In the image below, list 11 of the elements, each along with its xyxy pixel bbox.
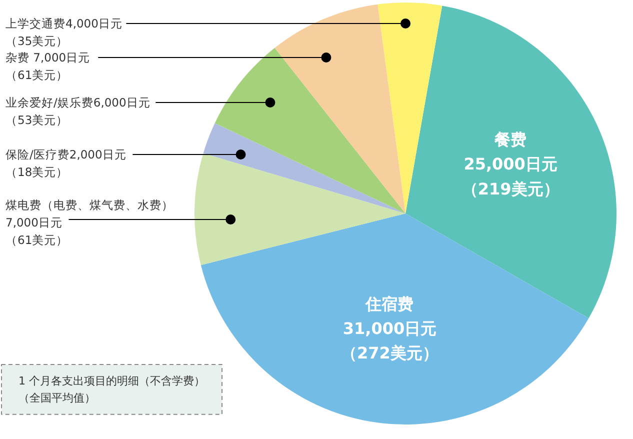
slice-label: 上学交通费4,000日元（35美元）: [6, 16, 122, 48]
slice-label: 餐费: [494, 130, 527, 150]
slice-label: 住宿费: [364, 294, 414, 314]
text: 1 个月各支出项目的明细（不含学费）（全国平均值）: [18, 374, 205, 404]
slice-label: 杂费 7,000日元（61美元）: [6, 50, 90, 82]
data-label: 7,000日元（61美元）: [6, 215, 68, 248]
slice-label: 煤电费（电费、煤气费、水费）: [6, 198, 174, 212]
slice-label: 保险/医疗费2,000日元（18美元）: [6, 147, 126, 179]
slice-label: 业余爱好/娱乐费6,000日元（53美元）: [6, 95, 150, 127]
data-label: 31,000日元（272美元）: [341, 318, 438, 363]
data-label: 25,000日元（219美元）: [462, 154, 560, 198]
